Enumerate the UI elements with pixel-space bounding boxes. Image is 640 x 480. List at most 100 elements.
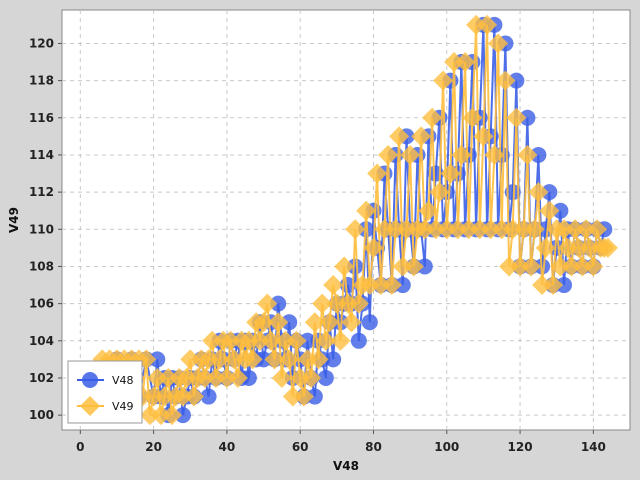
data-point: [466, 14, 487, 35]
data-point: [429, 182, 450, 203]
data-point: [513, 219, 534, 240]
data-point: [528, 182, 549, 203]
data-point: [572, 256, 593, 277]
data-point: [286, 330, 307, 351]
x-axis-ticks: 0 20 40 60 80 100 120 140: [76, 430, 606, 454]
legend-label-v49: V49: [112, 400, 134, 413]
data-point: [530, 146, 547, 163]
data-point: [240, 369, 257, 386]
data-point: [436, 219, 457, 240]
data-point: [361, 314, 378, 331]
data-point: [403, 256, 424, 277]
data-point: [176, 367, 197, 388]
data-point: [260, 330, 281, 351]
data-point: [370, 275, 391, 296]
y-tick-label: 112: [29, 185, 54, 199]
data-point: [502, 219, 523, 240]
data-point: [425, 219, 446, 240]
data-point: [264, 349, 285, 370]
data-point: [139, 405, 160, 426]
data-point: [326, 293, 347, 314]
data-point: [209, 349, 230, 370]
data-point: [524, 219, 545, 240]
data-point: [279, 349, 300, 370]
data-point: [348, 293, 369, 314]
data-point: [257, 293, 278, 314]
data-point: [147, 367, 168, 388]
x-tick-label: 120: [508, 440, 533, 454]
data-point: [557, 237, 578, 258]
data-point: [539, 200, 560, 221]
legend-box: [67, 360, 143, 424]
data-point: [363, 237, 384, 258]
data-point: [315, 330, 336, 351]
legend: V48 V49: [67, 360, 143, 424]
data-point: [598, 237, 619, 258]
data-point: [433, 70, 454, 91]
data-point: [504, 184, 521, 201]
y-axis-title: V49: [7, 207, 21, 233]
x-tick-label: 0: [76, 440, 84, 454]
data-point: [271, 367, 292, 388]
data-point: [341, 312, 362, 333]
data-point: [508, 72, 525, 89]
data-point: [282, 386, 303, 407]
data-point: [205, 367, 226, 388]
data-point: [202, 330, 223, 351]
data-point: [385, 219, 406, 240]
data-point: [473, 126, 494, 147]
data-point: [367, 163, 388, 184]
data-point: [154, 386, 175, 407]
data-point: [543, 275, 564, 296]
data-point: [325, 351, 342, 368]
x-tick-label: 140: [581, 440, 606, 454]
data-point: [451, 144, 472, 165]
data-point: [510, 256, 531, 277]
data-point: [306, 388, 323, 405]
data-point: [469, 219, 490, 240]
x-tick-label: 20: [145, 440, 162, 454]
x-tick-label: 80: [365, 440, 382, 454]
data-point: [255, 351, 272, 368]
data-point: [301, 367, 322, 388]
data-point: [198, 349, 219, 370]
data-point: [374, 219, 395, 240]
data-point: [268, 312, 289, 333]
data-point: [200, 388, 217, 405]
data-point: [552, 202, 569, 219]
data-point: [150, 405, 171, 426]
data-point: [488, 33, 509, 54]
data-point: [579, 237, 600, 258]
data-point: [304, 312, 325, 333]
data-point: [394, 277, 411, 294]
y-tick-label: 110: [29, 222, 54, 236]
y-tick-label: 108: [29, 259, 54, 273]
y-tick-label: 118: [29, 74, 54, 88]
data-point: [440, 163, 461, 184]
x-tick-label: 60: [292, 440, 309, 454]
data-point: [149, 351, 166, 368]
data-point: [495, 70, 516, 91]
x-tick-label: 40: [219, 440, 236, 454]
data-point: [323, 275, 344, 296]
data-point: [389, 126, 410, 147]
legend-marker-v49: [80, 396, 100, 416]
data-point: [583, 256, 604, 277]
data-point: [334, 256, 355, 277]
data-point: [444, 52, 465, 73]
data-point: [565, 219, 586, 240]
legend-marker-v48: [82, 372, 98, 388]
data-point: [183, 386, 204, 407]
data-point: [317, 369, 334, 386]
data-point: [359, 275, 380, 296]
y-tick-label: 116: [29, 111, 54, 125]
data-point: [480, 219, 501, 240]
data-point: [345, 219, 366, 240]
data-point: [521, 256, 542, 277]
legend-label-v48: V48: [112, 374, 134, 387]
data-point: [224, 349, 245, 370]
data-point: [499, 256, 520, 277]
data-point: [416, 258, 433, 275]
